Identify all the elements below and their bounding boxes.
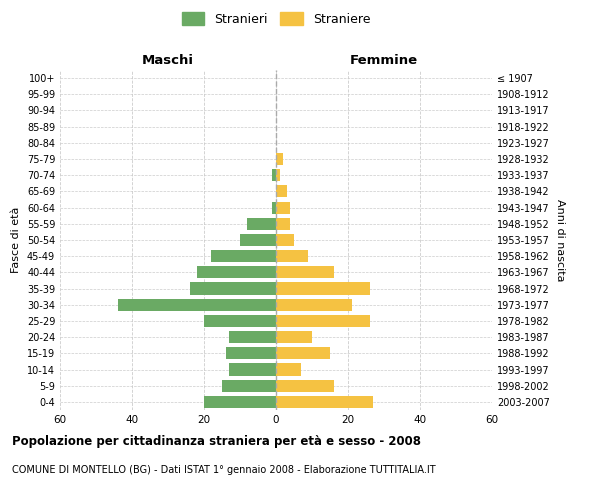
Bar <box>190 282 276 294</box>
Bar <box>276 234 294 246</box>
Bar <box>229 364 276 376</box>
Bar <box>229 331 276 343</box>
Bar <box>276 380 334 392</box>
Bar <box>276 266 334 278</box>
Bar <box>276 169 280 181</box>
Legend: Stranieri, Straniere: Stranieri, Straniere <box>178 8 374 29</box>
Bar <box>272 202 276 213</box>
Bar <box>276 298 352 311</box>
Bar <box>204 396 276 408</box>
Text: Maschi: Maschi <box>142 54 194 67</box>
Bar <box>276 186 287 198</box>
Bar <box>276 364 301 376</box>
Text: Popolazione per cittadinanza straniera per età e sesso - 2008: Popolazione per cittadinanza straniera p… <box>12 435 421 448</box>
Bar <box>211 250 276 262</box>
Bar <box>276 250 308 262</box>
Bar <box>272 169 276 181</box>
Bar <box>276 396 373 408</box>
Bar <box>276 348 330 360</box>
Bar <box>197 266 276 278</box>
Bar <box>276 153 283 165</box>
Bar <box>276 202 290 213</box>
Bar <box>226 348 276 360</box>
Bar <box>204 315 276 327</box>
Bar <box>276 315 370 327</box>
Bar <box>276 331 312 343</box>
Bar <box>276 282 370 294</box>
Y-axis label: Fasce di età: Fasce di età <box>11 207 21 273</box>
Bar <box>222 380 276 392</box>
Bar <box>240 234 276 246</box>
Text: Femmine: Femmine <box>350 54 418 67</box>
Bar <box>118 298 276 311</box>
Y-axis label: Anni di nascita: Anni di nascita <box>555 198 565 281</box>
Text: COMUNE DI MONTELLO (BG) - Dati ISTAT 1° gennaio 2008 - Elaborazione TUTTITALIA.I: COMUNE DI MONTELLO (BG) - Dati ISTAT 1° … <box>12 465 436 475</box>
Bar <box>247 218 276 230</box>
Bar <box>276 218 290 230</box>
